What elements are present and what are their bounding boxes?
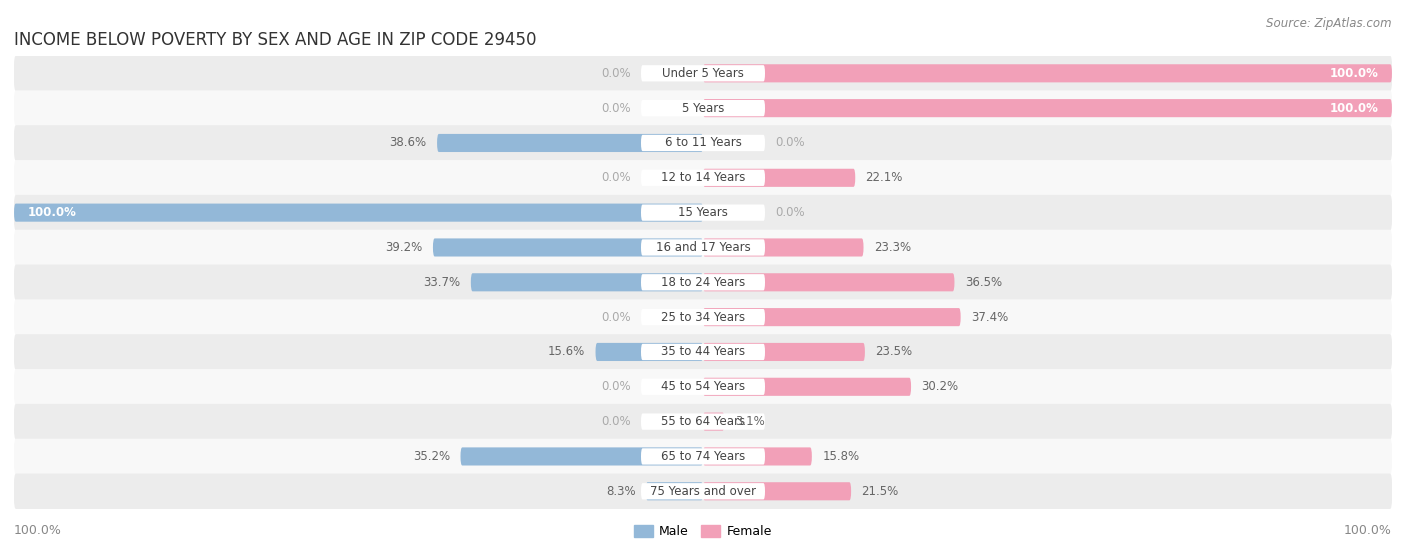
FancyBboxPatch shape — [596, 343, 703, 361]
Text: Under 5 Years: Under 5 Years — [662, 67, 744, 80]
Text: 0.0%: 0.0% — [600, 67, 631, 80]
Text: 6 to 11 Years: 6 to 11 Years — [665, 136, 741, 149]
Text: 30.2%: 30.2% — [921, 380, 959, 394]
FancyBboxPatch shape — [641, 414, 765, 430]
FancyBboxPatch shape — [703, 447, 811, 466]
FancyBboxPatch shape — [14, 300, 1392, 335]
Text: 15.6%: 15.6% — [548, 345, 585, 358]
FancyBboxPatch shape — [14, 203, 703, 222]
Text: 100.0%: 100.0% — [14, 524, 62, 537]
FancyBboxPatch shape — [641, 448, 765, 465]
Text: 65 to 74 Years: 65 to 74 Years — [661, 450, 745, 463]
Text: 100.0%: 100.0% — [28, 206, 77, 219]
FancyBboxPatch shape — [14, 55, 1392, 91]
FancyBboxPatch shape — [645, 482, 703, 500]
FancyBboxPatch shape — [14, 264, 1392, 300]
Text: 15.8%: 15.8% — [823, 450, 859, 463]
FancyBboxPatch shape — [14, 91, 1392, 126]
FancyBboxPatch shape — [437, 134, 703, 152]
FancyBboxPatch shape — [703, 238, 863, 257]
Text: 8.3%: 8.3% — [606, 485, 636, 498]
FancyBboxPatch shape — [641, 239, 765, 255]
Text: 15 Years: 15 Years — [678, 206, 728, 219]
Legend: Male, Female: Male, Female — [630, 520, 776, 543]
Text: 100.0%: 100.0% — [1329, 67, 1378, 80]
FancyBboxPatch shape — [14, 334, 1392, 369]
Text: 75 Years and over: 75 Years and over — [650, 485, 756, 498]
Text: 5 Years: 5 Years — [682, 102, 724, 115]
FancyBboxPatch shape — [641, 135, 765, 151]
Text: 100.0%: 100.0% — [1329, 102, 1378, 115]
FancyBboxPatch shape — [641, 483, 765, 499]
FancyBboxPatch shape — [641, 100, 765, 116]
Text: 35.2%: 35.2% — [413, 450, 450, 463]
FancyBboxPatch shape — [703, 273, 955, 291]
Text: 0.0%: 0.0% — [600, 311, 631, 324]
FancyBboxPatch shape — [641, 65, 765, 82]
Text: 16 and 17 Years: 16 and 17 Years — [655, 241, 751, 254]
Text: 0.0%: 0.0% — [600, 171, 631, 184]
FancyBboxPatch shape — [703, 482, 851, 500]
FancyBboxPatch shape — [461, 447, 703, 466]
Text: 0.0%: 0.0% — [775, 136, 806, 149]
Text: 38.6%: 38.6% — [389, 136, 427, 149]
Text: 39.2%: 39.2% — [385, 241, 423, 254]
FancyBboxPatch shape — [703, 169, 855, 187]
Text: 0.0%: 0.0% — [600, 415, 631, 428]
Text: 35 to 44 Years: 35 to 44 Years — [661, 345, 745, 358]
FancyBboxPatch shape — [14, 369, 1392, 405]
Text: 0.0%: 0.0% — [775, 206, 806, 219]
Text: 45 to 54 Years: 45 to 54 Years — [661, 380, 745, 394]
FancyBboxPatch shape — [433, 238, 703, 257]
Text: 3.1%: 3.1% — [735, 415, 765, 428]
FancyBboxPatch shape — [641, 205, 765, 221]
FancyBboxPatch shape — [703, 413, 724, 430]
FancyBboxPatch shape — [641, 378, 765, 395]
Text: 0.0%: 0.0% — [600, 380, 631, 394]
FancyBboxPatch shape — [641, 274, 765, 291]
FancyBboxPatch shape — [703, 378, 911, 396]
FancyBboxPatch shape — [14, 125, 1392, 161]
FancyBboxPatch shape — [703, 308, 960, 326]
FancyBboxPatch shape — [14, 473, 1392, 509]
Text: 55 to 64 Years: 55 to 64 Years — [661, 415, 745, 428]
FancyBboxPatch shape — [14, 160, 1392, 196]
FancyBboxPatch shape — [703, 64, 1392, 82]
Text: 18 to 24 Years: 18 to 24 Years — [661, 276, 745, 289]
Text: 100.0%: 100.0% — [1344, 524, 1392, 537]
FancyBboxPatch shape — [14, 404, 1392, 439]
FancyBboxPatch shape — [14, 439, 1392, 474]
Text: 21.5%: 21.5% — [862, 485, 898, 498]
FancyBboxPatch shape — [14, 195, 1392, 230]
FancyBboxPatch shape — [641, 309, 765, 325]
FancyBboxPatch shape — [641, 169, 765, 186]
Text: 22.1%: 22.1% — [866, 171, 903, 184]
FancyBboxPatch shape — [471, 273, 703, 291]
FancyBboxPatch shape — [641, 344, 765, 360]
Text: 36.5%: 36.5% — [965, 276, 1002, 289]
Text: 25 to 34 Years: 25 to 34 Years — [661, 311, 745, 324]
Text: 0.0%: 0.0% — [600, 102, 631, 115]
Text: 12 to 14 Years: 12 to 14 Years — [661, 171, 745, 184]
Text: 23.5%: 23.5% — [875, 345, 912, 358]
Text: 23.3%: 23.3% — [875, 241, 911, 254]
Text: INCOME BELOW POVERTY BY SEX AND AGE IN ZIP CODE 29450: INCOME BELOW POVERTY BY SEX AND AGE IN Z… — [14, 31, 537, 49]
Text: 37.4%: 37.4% — [972, 311, 1008, 324]
FancyBboxPatch shape — [14, 230, 1392, 265]
FancyBboxPatch shape — [703, 99, 1392, 117]
FancyBboxPatch shape — [703, 343, 865, 361]
Text: Source: ZipAtlas.com: Source: ZipAtlas.com — [1267, 17, 1392, 30]
Text: 33.7%: 33.7% — [423, 276, 461, 289]
